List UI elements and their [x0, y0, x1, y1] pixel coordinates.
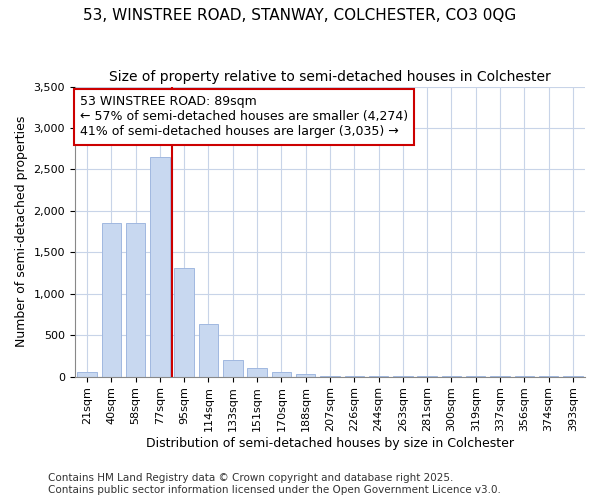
Bar [199, 324, 218, 376]
Bar [101, 224, 121, 376]
Text: 53, WINSTREE ROAD, STANWAY, COLCHESTER, CO3 0QG: 53, WINSTREE ROAD, STANWAY, COLCHESTER, … [83, 8, 517, 22]
Title: Size of property relative to semi-detached houses in Colchester: Size of property relative to semi-detach… [109, 70, 551, 84]
Y-axis label: Number of semi-detached properties: Number of semi-detached properties [15, 116, 28, 348]
Bar [247, 368, 267, 376]
Bar [126, 224, 145, 376]
Text: Contains HM Land Registry data © Crown copyright and database right 2025.
Contai: Contains HM Land Registry data © Crown c… [48, 474, 501, 495]
Bar [223, 360, 242, 376]
Bar [150, 157, 170, 376]
Text: 53 WINSTREE ROAD: 89sqm
← 57% of semi-detached houses are smaller (4,274)
41% of: 53 WINSTREE ROAD: 89sqm ← 57% of semi-de… [80, 96, 408, 138]
Bar [296, 374, 316, 376]
Bar [77, 372, 97, 376]
Bar [175, 268, 194, 376]
Bar [272, 372, 291, 376]
X-axis label: Distribution of semi-detached houses by size in Colchester: Distribution of semi-detached houses by … [146, 437, 514, 450]
